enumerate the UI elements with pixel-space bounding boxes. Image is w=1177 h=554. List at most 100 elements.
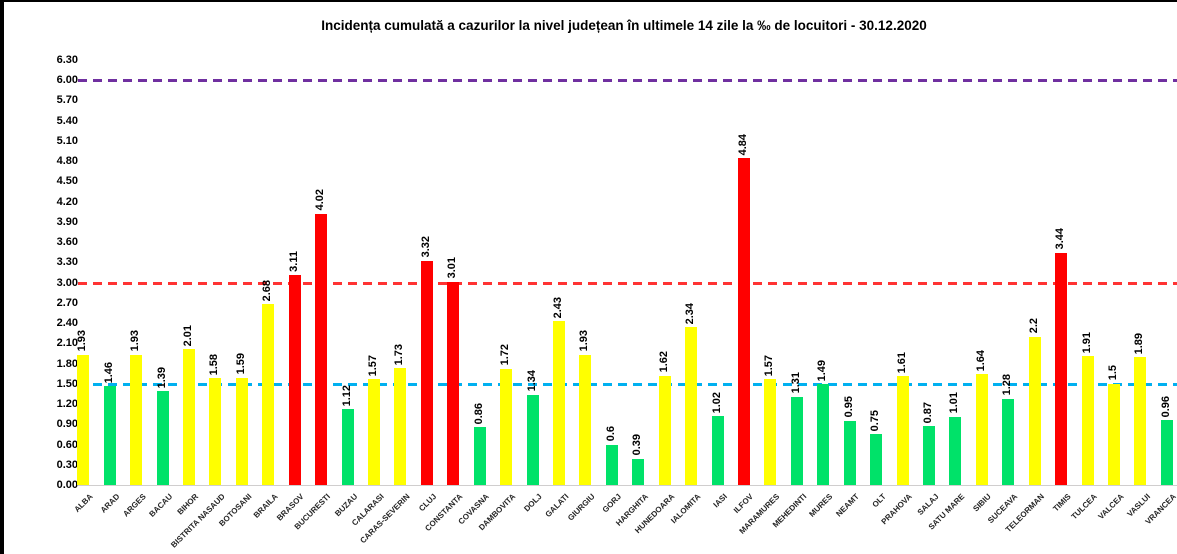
bar-value-label-satu-mare: 1.01 — [948, 392, 961, 414]
x-axis-label-bihor: BIHOR — [175, 492, 201, 517]
y-axis-tick-2.10: 2.10 — [56, 337, 78, 350]
bar-prahova — [896, 376, 909, 485]
y-axis-tick-0.30: 0.30 — [56, 458, 78, 471]
bar-brasov — [288, 275, 301, 485]
bar-value-label-suceava: 1.28 — [1001, 374, 1014, 396]
bar-value-label-bucuresti: 4.02 — [314, 189, 327, 211]
bar-value-label-ilfov: 4.84 — [736, 133, 749, 156]
bar-value-label-vrancea: 0.96 — [1159, 395, 1172, 418]
bar-value-label-harghita: 0.39 — [631, 434, 644, 456]
x-axis-label-iasi: IASI — [711, 492, 729, 510]
bar-value-label-constanta: 3.01 — [446, 257, 459, 279]
bar-bucuresti — [315, 213, 328, 485]
bar-value-label-tulcea: 1.91 — [1080, 331, 1093, 354]
bar-botosani — [235, 377, 248, 485]
x-axis-label-arad: ARAD — [98, 492, 122, 515]
bar-value-label-neamt: 0.95 — [842, 396, 855, 418]
chart-title: Incidența cumulată a cazurilor la nivel … — [321, 18, 927, 33]
bar-value-label-valcea: 1.5 — [1106, 365, 1119, 381]
x-axis-label-ilfov: ILFOV — [732, 492, 756, 516]
y-axis-tick-4.20: 4.20 — [56, 195, 78, 208]
bar-value-label-olt: 0.75 — [869, 409, 882, 432]
y-axis-tick-6.00: 6.00 — [56, 74, 78, 86]
y-axis-tick-1.80: 1.80 — [56, 357, 78, 370]
bar-mures — [817, 384, 830, 485]
bar-ilfov — [737, 158, 750, 485]
x-axis-label-gorj: GORJ — [600, 492, 624, 515]
bar-calarasi — [367, 379, 380, 485]
bar-dolj — [526, 394, 539, 485]
bar-value-label-vaslui: 1.89 — [1133, 333, 1146, 355]
bar-value-label-dambovita: 1.72 — [499, 344, 512, 366]
y-axis-tick-6.30: 6.30 — [56, 53, 78, 66]
bar-dambovita — [500, 368, 513, 485]
bar-gorj — [605, 444, 618, 485]
bar-teleorman — [1028, 336, 1041, 485]
y-axis-tick-3.00: 3.00 — [56, 276, 78, 289]
bar-vaslui — [1134, 357, 1147, 485]
bar-braila — [262, 304, 275, 485]
bar-arad — [103, 386, 116, 485]
reference-line-threshold-3 — [78, 281, 1177, 285]
y-axis-tick-5.40: 5.40 — [56, 114, 78, 127]
bar-value-label-hunedoara: 1.62 — [657, 351, 670, 373]
bar-value-label-covasna: 0.86 — [472, 402, 485, 424]
x-axis-label-tulcea: TULCEA — [1069, 492, 1099, 522]
bar-value-label-bihor: 2.01 — [181, 324, 194, 347]
bar-value-label-braila: 2.68 — [261, 279, 274, 302]
bar-suceava — [1002, 398, 1015, 485]
bar-covasna — [473, 426, 486, 485]
bar-harghita — [632, 458, 645, 485]
bar-value-label-bacau: 1.39 — [155, 366, 168, 389]
bar-vrancea — [1160, 420, 1173, 485]
y-axis-tick-3.60: 3.60 — [56, 236, 78, 248]
bar-value-label-calarasi: 1.57 — [366, 354, 379, 377]
y-axis-tick-3.90: 3.90 — [56, 215, 78, 228]
bar-value-label-maramures: 1.57 — [763, 354, 776, 377]
bar-iasi — [711, 416, 724, 485]
bar-galati — [552, 320, 565, 485]
bar-value-label-arges: 1.93 — [129, 330, 142, 352]
bar-value-label-arad: 1.46 — [102, 362, 115, 384]
bar-maramures — [764, 379, 777, 485]
bar-value-label-giurgiu: 1.93 — [578, 330, 591, 352]
bar-value-label-mehedinti: 1.31 — [789, 372, 802, 394]
bar-value-label-sibiu: 1.64 — [974, 349, 987, 372]
bar-value-label-brasov: 3.11 — [287, 251, 300, 273]
bar-giurgiu — [579, 354, 592, 485]
bar-salaj — [922, 426, 935, 485]
bar-buzau — [341, 409, 354, 485]
bar-olt — [870, 434, 883, 485]
bar-hunedoara — [658, 375, 671, 485]
x-axis-label-arges: ARGES — [120, 492, 148, 519]
x-axis-label-olt: OLT — [870, 492, 888, 510]
x-axis-label-mures: MURES — [807, 492, 835, 519]
reference-line-threshold-6 — [78, 79, 1177, 82]
bar-caras-severin — [394, 368, 407, 485]
bar-arges — [130, 354, 143, 485]
x-axis-label-timis: TIMIS — [1050, 492, 1073, 514]
bar-satu-mare — [949, 416, 962, 485]
bar-value-label-prahova: 1.61 — [895, 351, 908, 374]
bar-value-label-bistrita-nasaud: 1.58 — [208, 353, 221, 376]
bar-timis — [1055, 252, 1068, 485]
y-axis-tick-3.30: 3.30 — [56, 256, 78, 269]
bar-tulcea — [1081, 356, 1094, 485]
x-axis-label-bacau: BACAU — [147, 492, 174, 519]
x-axis-label-giurgiu: GIURGIU — [566, 492, 597, 523]
bar-value-label-caras-severin: 1.73 — [393, 343, 406, 366]
y-axis-tick-4.80: 4.80 — [56, 155, 78, 167]
bar-bihor — [182, 349, 195, 485]
x-axis-label-cluj: CLUJ — [417, 492, 439, 514]
x-axis-label-caras-severin: CARAS-SEVERIN — [358, 492, 412, 546]
bar-cluj — [420, 260, 433, 485]
bar-value-label-galati: 2.43 — [551, 296, 564, 318]
y-axis-tick-5.10: 5.10 — [56, 134, 78, 147]
x-axis-label-dolj: DOLJ — [522, 492, 544, 514]
x-axis-label-sibiu: SIBIU — [971, 492, 994, 514]
bar-valcea — [1107, 383, 1120, 485]
x-axis-baseline — [78, 485, 1177, 486]
x-axis-label-neamt: NEAMT — [834, 492, 862, 519]
y-axis-tick-1.50: 1.50 — [56, 377, 78, 390]
